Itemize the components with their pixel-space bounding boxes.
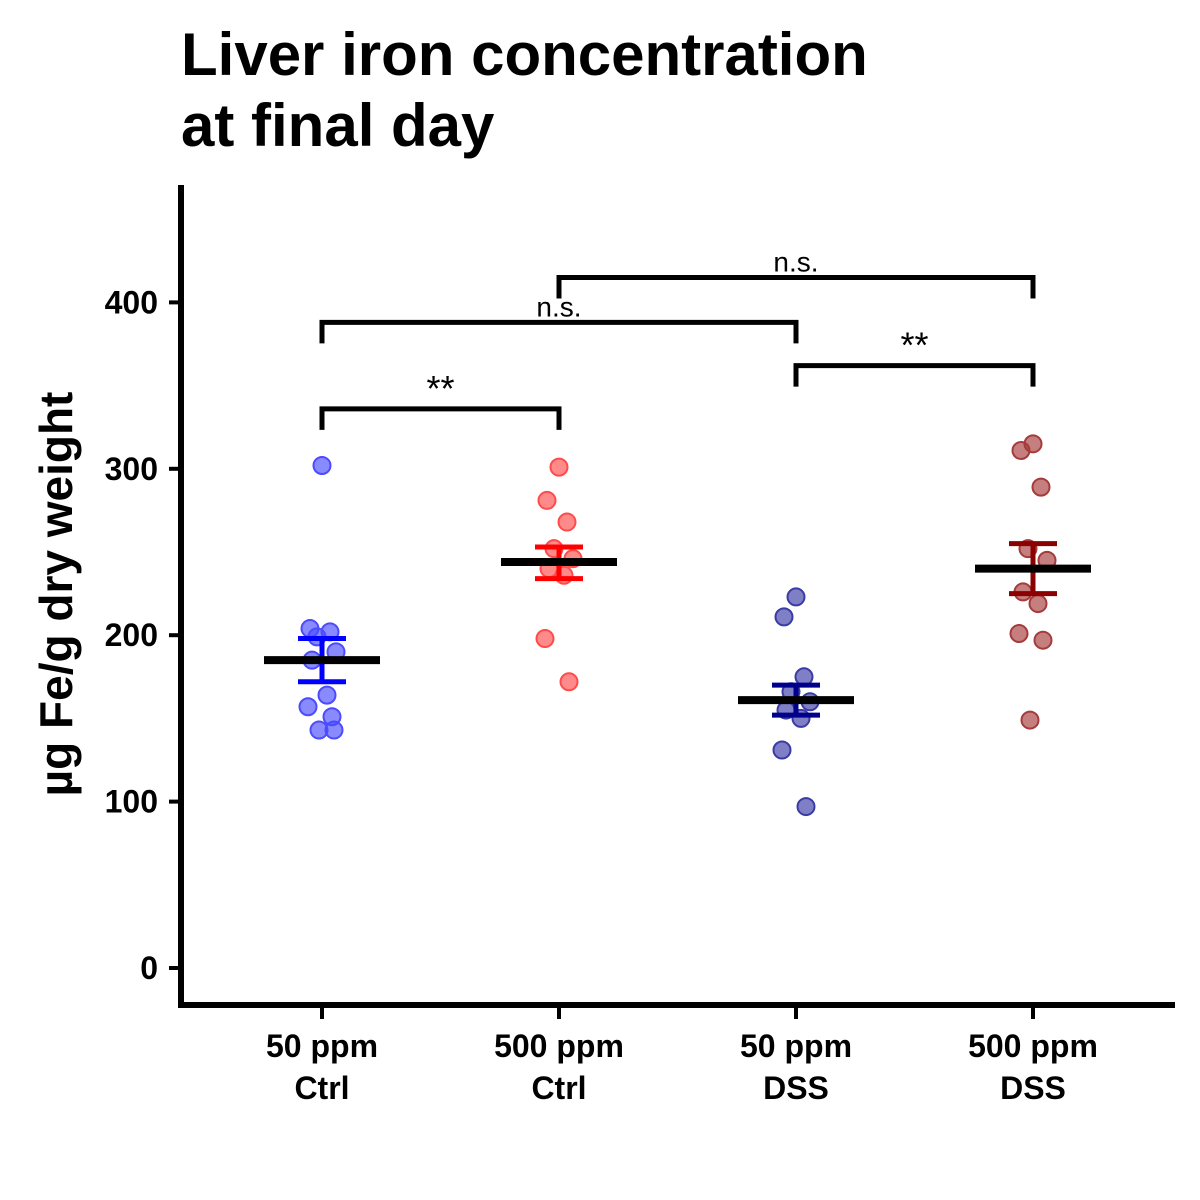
x-tick-label-line-1: 500 ppm — [494, 1028, 624, 1064]
significance-bracket — [556, 274, 1036, 299]
significance-bracket — [319, 406, 562, 430]
y-tick-label: 200 — [105, 617, 158, 653]
data-point — [1031, 477, 1051, 497]
y-axis-label: µg Fe/g dry weight — [30, 392, 82, 797]
x-tick-label-line-2: Ctrl — [531, 1070, 586, 1106]
significance-label: ** — [900, 325, 928, 366]
chart-title-line-1: Liver iron concentration — [181, 21, 868, 88]
data-point — [1009, 624, 1029, 644]
data-point — [298, 697, 318, 717]
data-point — [537, 490, 557, 510]
data-point — [1028, 594, 1048, 614]
data-point — [786, 587, 806, 607]
data-point — [1011, 440, 1031, 460]
y-tick-label: 300 — [105, 451, 158, 487]
data-point — [796, 797, 816, 817]
significance-label: n.s. — [773, 246, 818, 277]
x-tick-label-line-1: 50 ppm — [266, 1028, 378, 1064]
significance-label: ** — [426, 368, 454, 409]
data-point — [312, 455, 332, 475]
data-point — [317, 685, 337, 705]
y-tick-label: 100 — [105, 784, 158, 820]
data-point — [772, 740, 792, 760]
significance-bracket — [319, 319, 799, 344]
y-tick-label: 0 — [140, 950, 158, 986]
data-point — [559, 672, 579, 692]
chart-title-line-2: at final day — [181, 92, 495, 159]
x-tick-label-line-1: 50 ppm — [740, 1028, 852, 1064]
data-point — [1020, 710, 1040, 730]
y-tick-label: 400 — [105, 284, 158, 320]
x-tick-label-line-2: DSS — [1000, 1070, 1066, 1106]
x-tick-label-line-2: Ctrl — [294, 1070, 349, 1106]
x-tick-label-line-1: 500 ppm — [968, 1028, 1098, 1064]
data-point — [549, 457, 569, 477]
data-point — [324, 720, 344, 740]
data-point — [557, 512, 577, 532]
data-point — [774, 607, 794, 627]
x-tick-label-line-2: DSS — [763, 1070, 829, 1106]
data-point — [1033, 630, 1053, 650]
significance-bracket — [793, 363, 1036, 387]
plot-area: 0 100 200 300 400 50 ppm Ctrl 500 ppm Ctrl 50 ppm… — [105, 185, 1175, 1106]
data-point — [535, 629, 555, 649]
